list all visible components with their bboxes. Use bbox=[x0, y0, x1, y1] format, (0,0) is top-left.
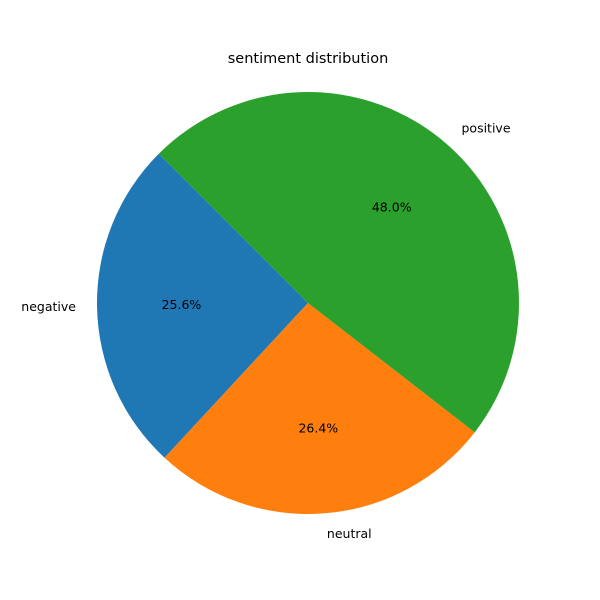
slice-percent-negative: 25.6% bbox=[162, 297, 202, 312]
slice-label-neutral: neutral bbox=[327, 526, 372, 541]
slice-label-negative: negative bbox=[21, 299, 76, 314]
pie-slice-neutral bbox=[164, 303, 475, 515]
pie-labels: negative 25.6% neutral 26.4% positive 48.0% bbox=[21, 120, 511, 540]
slice-percent-positive: 48.0% bbox=[372, 200, 412, 215]
pie-slices bbox=[97, 91, 520, 515]
slice-percent-neutral: 26.4% bbox=[298, 421, 338, 436]
pie-slice-negative bbox=[97, 153, 308, 458]
pie-slice-positive bbox=[158, 91, 520, 433]
chart-title: sentiment distribution bbox=[228, 51, 389, 67]
slice-label-positive: positive bbox=[461, 120, 510, 135]
